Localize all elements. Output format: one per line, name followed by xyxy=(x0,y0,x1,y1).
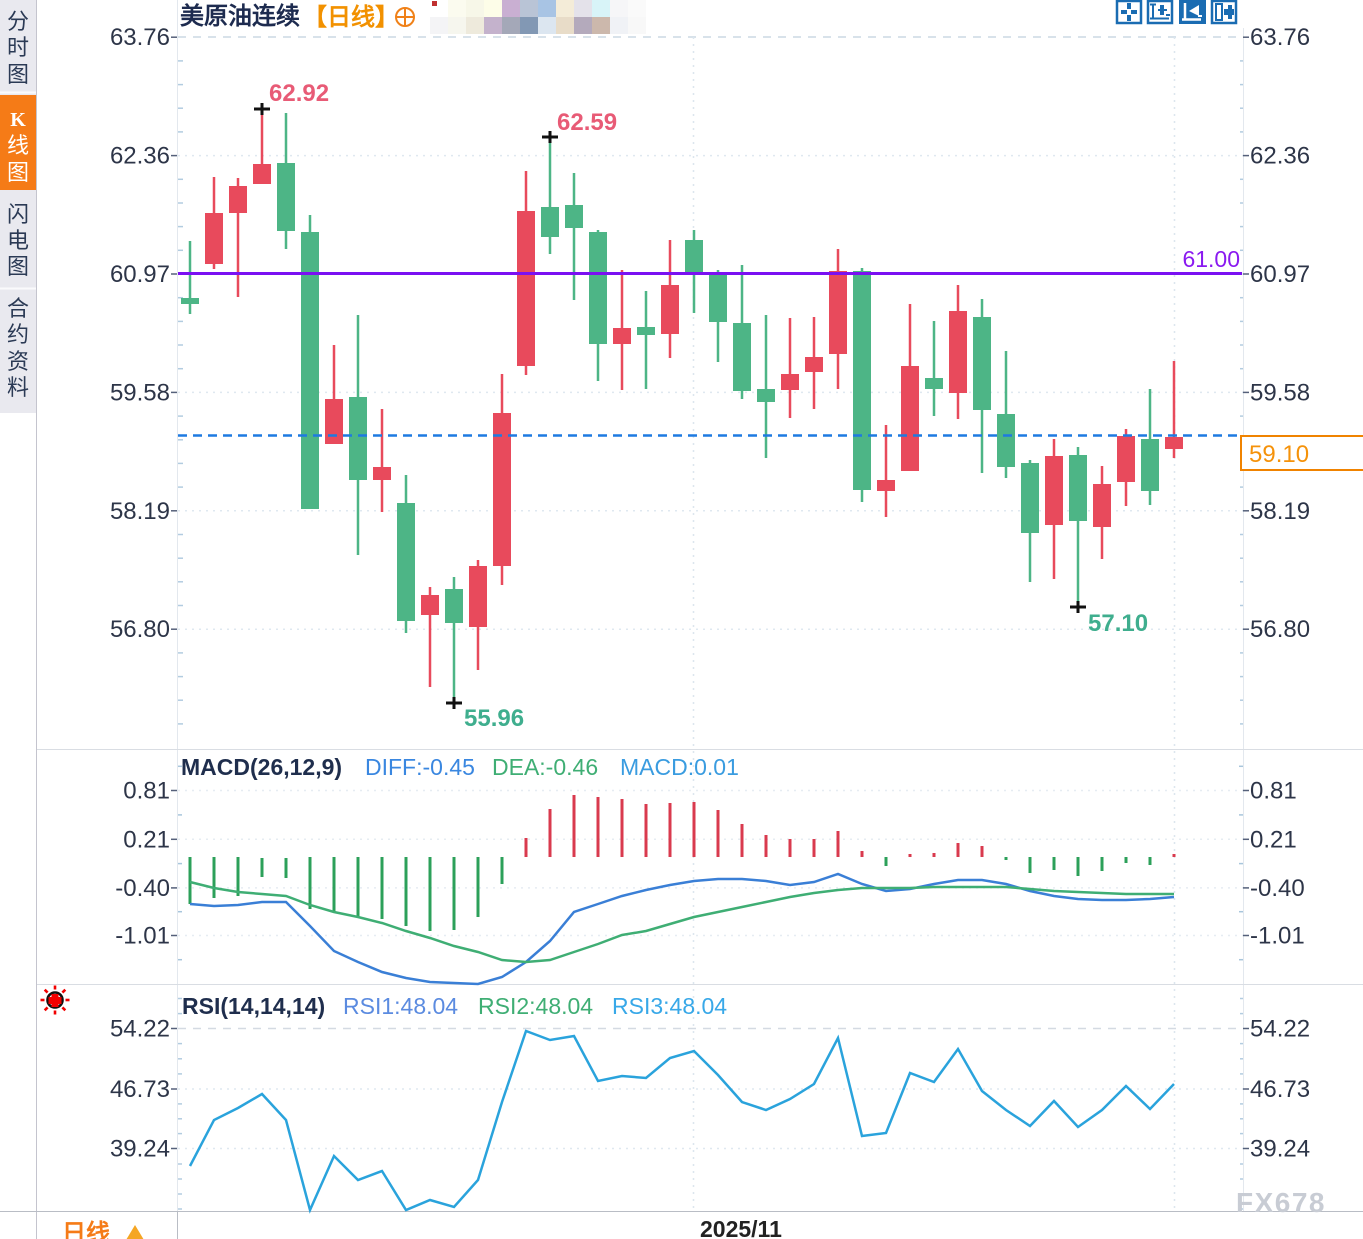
svg-text:59.58: 59.58 xyxy=(1250,379,1310,406)
svg-text:MACD:0.01: MACD:0.01 xyxy=(620,754,739,780)
svg-text:RSI3:48.04: RSI3:48.04 xyxy=(612,993,727,1019)
svg-text:DEA:-0.46: DEA:-0.46 xyxy=(492,754,598,780)
svg-text:59.58: 59.58 xyxy=(110,379,170,406)
svg-text:闪: 闪 xyxy=(7,202,29,227)
svg-text:电: 电 xyxy=(7,228,29,253)
svg-text:K: K xyxy=(10,109,26,131)
svg-text:约: 约 xyxy=(7,322,29,347)
svg-text:日线: 日线 xyxy=(62,1220,110,1239)
svg-text:线: 线 xyxy=(7,133,29,158)
svg-text:-1.01: -1.01 xyxy=(115,923,170,950)
svg-text:图: 图 xyxy=(7,254,29,279)
svg-text:0.21: 0.21 xyxy=(123,826,170,853)
svg-text:63.76: 63.76 xyxy=(1250,24,1310,51)
svg-text:39.24: 39.24 xyxy=(1250,1136,1310,1163)
svg-text:60.97: 60.97 xyxy=(110,261,170,288)
svg-text:55.96: 55.96 xyxy=(464,705,524,732)
svg-text:DIFF:-0.45: DIFF:-0.45 xyxy=(365,754,475,780)
svg-text:56.80: 56.80 xyxy=(110,616,170,643)
svg-text:-0.40: -0.40 xyxy=(115,875,170,902)
svg-text:63.76: 63.76 xyxy=(110,24,170,51)
svg-text:-1.01: -1.01 xyxy=(1250,923,1305,950)
svg-text:FX678: FX678 xyxy=(1236,1187,1326,1218)
svg-text:料: 料 xyxy=(7,375,29,400)
svg-text:资: 资 xyxy=(7,349,29,374)
svg-text:58.19: 58.19 xyxy=(1250,498,1310,525)
svg-text:图: 图 xyxy=(7,62,29,87)
svg-text:59.10: 59.10 xyxy=(1249,441,1309,468)
svg-text:54.22: 54.22 xyxy=(110,1016,170,1043)
svg-text:57.10: 57.10 xyxy=(1088,610,1148,637)
svg-text:美原油连续: 美原油连续 xyxy=(180,2,300,30)
svg-text:2025/11: 2025/11 xyxy=(700,1216,782,1239)
svg-text:61.00: 61.00 xyxy=(1182,246,1240,272)
svg-text:0.81: 0.81 xyxy=(1250,778,1297,805)
svg-text:62.36: 62.36 xyxy=(110,143,170,170)
svg-text:MACD(26,12,9): MACD(26,12,9) xyxy=(181,754,342,780)
svg-text:RSI2:48.04: RSI2:48.04 xyxy=(478,993,593,1019)
svg-text:46.73: 46.73 xyxy=(110,1076,170,1103)
svg-text:62.36: 62.36 xyxy=(1250,143,1310,170)
svg-text:0.81: 0.81 xyxy=(123,778,170,805)
svg-text:56.80: 56.80 xyxy=(1250,616,1310,643)
svg-text:合: 合 xyxy=(7,296,29,321)
svg-text:54.22: 54.22 xyxy=(1250,1016,1310,1043)
svg-text:图: 图 xyxy=(7,160,29,185)
svg-text:RSI1:48.04: RSI1:48.04 xyxy=(343,993,458,1019)
svg-text:【日线】: 【日线】 xyxy=(303,4,399,31)
svg-text:RSI(14,14,14): RSI(14,14,14) xyxy=(182,993,325,1019)
svg-text:62.92: 62.92 xyxy=(269,80,329,107)
svg-text:分: 分 xyxy=(7,9,29,34)
svg-text:46.73: 46.73 xyxy=(1250,1076,1310,1103)
svg-text:时: 时 xyxy=(7,35,29,60)
svg-text:0.21: 0.21 xyxy=(1250,826,1297,853)
svg-text:58.19: 58.19 xyxy=(110,498,170,525)
svg-text:60.97: 60.97 xyxy=(1250,261,1310,288)
svg-text:-0.40: -0.40 xyxy=(1250,875,1305,902)
svg-text:39.24: 39.24 xyxy=(110,1136,170,1163)
svg-text:62.59: 62.59 xyxy=(557,109,617,136)
